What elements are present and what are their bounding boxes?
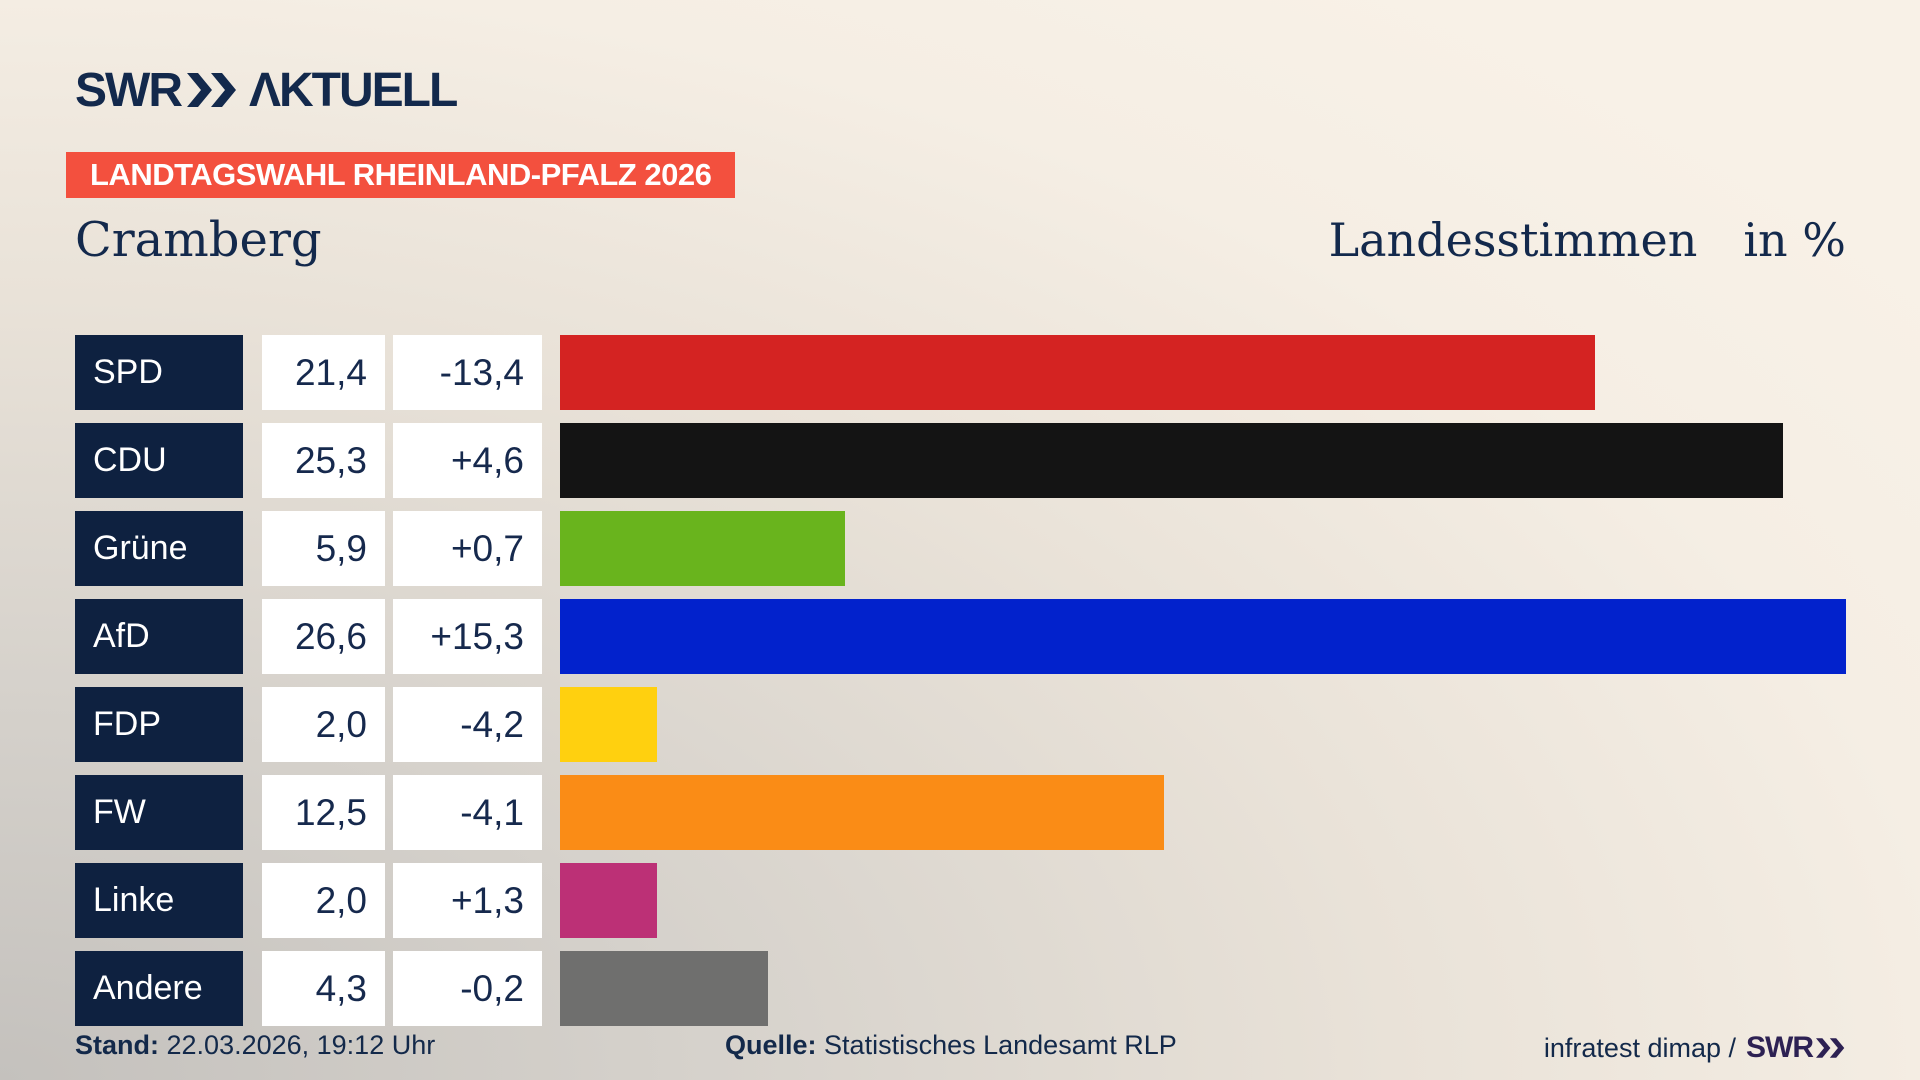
party-label: FDP [75,687,243,762]
party-delta: +15,3 [393,599,542,674]
party-row: Linke 2,0 +1,3 [75,863,1846,938]
bar-track [560,599,1846,674]
party-delta: +0,7 [393,511,542,586]
double-chevron-icon [186,68,239,116]
bar-track [560,687,1846,762]
credit-swr-logo: SWR [1746,1030,1846,1066]
party-label: Linke [75,863,243,938]
party-value: 12,5 [262,775,385,850]
party-delta: -13,4 [393,335,542,410]
party-label: AfD [75,599,243,674]
result-bar [560,599,1846,674]
election-banner: LANDTAGSWAHL RHEINLAND-PFALZ 2026 [66,152,736,198]
title-row: Cramberg Landesstimmen in % [75,214,1846,276]
party-value: 5,9 [262,511,385,586]
result-bar [560,863,657,938]
party-value: 26,6 [262,599,385,674]
stand-label: Stand: [75,1030,159,1060]
party-delta: -4,2 [393,687,542,762]
result-bar [560,775,1165,850]
bar-track [560,423,1846,498]
stand-info: Stand: 22.03.2026, 19:12 Uhr [75,1030,435,1061]
bar-track [560,775,1846,850]
logo-aktuell-text: ΛKTUELL [248,64,458,117]
party-label: SPD [75,335,243,410]
result-bar [560,423,1784,498]
party-row: Andere 4,3 -0,2 [75,951,1846,1026]
party-label: FW [75,775,243,850]
party-row: AfD 26,6 +15,3 [75,599,1846,674]
bar-track [560,335,1846,410]
party-value: 2,0 [262,687,385,762]
party-delta: -0,2 [393,951,542,1026]
result-bar [560,335,1595,410]
credit-swr-text: SWR [1746,1031,1814,1064]
quelle-value: Statistisches Landesamt RLP [824,1030,1177,1060]
swr-aktuell-logo: SWR ΛKTUELL [75,64,458,117]
party-delta: +1,3 [393,863,542,938]
party-value: 25,3 [262,423,385,498]
result-bar [560,687,657,762]
party-value: 21,4 [262,335,385,410]
unit-label: in % [1743,213,1846,267]
bar-track [560,951,1846,1026]
result-bar [560,951,768,1026]
credit-info: infratest dimap / SWR [1544,1030,1846,1066]
party-value: 4,3 [262,951,385,1026]
party-row: SPD 21,4 -13,4 [75,335,1846,410]
results-table: SPD 21,4 -13,4 CDU 25,3 +4,6 Grüne 5,9 +… [75,335,1846,1026]
stand-value: 22.03.2026, 19:12 Uhr [166,1030,436,1060]
party-row: FW 12,5 -4,1 [75,775,1846,850]
party-delta: +4,6 [393,423,542,498]
party-label: Andere [75,951,243,1026]
logo-swr-text: SWR [75,64,183,117]
credit-text: infratest dimap / [1543,1032,1736,1063]
municipality-title: Cramberg [75,212,322,268]
quelle-label: Quelle: [725,1030,817,1060]
party-label: Grüne [75,511,243,586]
quelle-info: Quelle: Statistisches Landesamt RLP [725,1030,1177,1061]
party-delta: -4,1 [393,775,542,850]
bar-track [560,863,1846,938]
measure-label: Landesstimmen [1328,213,1698,267]
measure-title: Landesstimmen in % [1329,214,1846,267]
bar-track [560,511,1846,586]
party-row: Grüne 5,9 +0,7 [75,511,1846,586]
result-bar [560,511,846,586]
party-label: CDU [75,423,243,498]
party-row: CDU 25,3 +4,6 [75,423,1846,498]
party-row: FDP 2,0 -4,2 [75,687,1846,762]
double-chevron-icon [1816,1032,1846,1066]
party-value: 2,0 [262,863,385,938]
footer: Stand: 22.03.2026, 19:12 Uhr Quelle: Sta… [75,1030,1846,1070]
